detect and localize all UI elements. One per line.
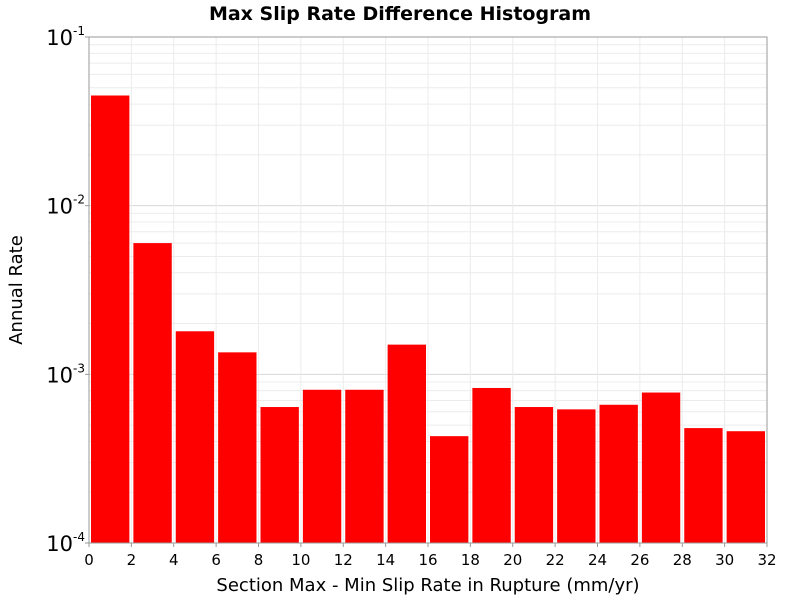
histogram-bar: [684, 428, 723, 543]
histogram-bar: [302, 389, 342, 543]
x-tick-label: 16: [418, 551, 437, 569]
x-tick-label: 0: [84, 551, 94, 569]
histogram-bar: [472, 387, 511, 543]
histogram-bar: [641, 392, 681, 543]
histogram-bar: [91, 95, 130, 543]
x-tick-label: 6: [211, 551, 221, 569]
x-tick-label: 14: [376, 551, 395, 569]
x-tick-label: 24: [588, 551, 607, 569]
histogram-bar: [514, 407, 554, 543]
x-tick-label: 18: [461, 551, 480, 569]
y-tick-label: 10-1: [46, 24, 85, 50]
x-tick-label: 28: [673, 551, 692, 569]
histogram-bar: [218, 352, 257, 543]
x-tick-label: 26: [630, 551, 649, 569]
x-tick-label: 32: [757, 551, 776, 569]
x-tick-label: 20: [503, 551, 522, 569]
x-axis-ticks: 0 2 4 6 8 10 12 14 16 18 20 22 24 26 28 30 32: [84, 543, 777, 569]
histogram-bar: [260, 407, 299, 543]
y-tick-label: 10-4: [46, 530, 85, 556]
histogram-bar: [557, 409, 596, 543]
x-tick-label: 22: [546, 551, 565, 569]
x-tick-label: 30: [715, 551, 734, 569]
x-tick-label: 10: [291, 551, 310, 569]
x-tick-label: 2: [127, 551, 137, 569]
y-axis-ticks: 10-1 10-2 10-3 10-4: [46, 24, 89, 556]
histogram-bar: [133, 243, 172, 544]
y-tick-label: 10-2: [46, 193, 85, 219]
bars: [91, 95, 765, 544]
chart-title: Max Slip Rate Difference Histogram: [209, 3, 591, 25]
histogram-bar: [726, 431, 765, 543]
y-axis-label: Annual Rate: [6, 235, 27, 345]
x-tick-label: 4: [169, 551, 179, 569]
histogram-bar: [345, 389, 384, 543]
histogram-bar: [387, 344, 426, 543]
x-axis-label: Section Max - Min Slip Rate in Rupture (…: [216, 575, 639, 596]
y-tick-label: 10-3: [46, 361, 85, 387]
x-tick-label: 8: [254, 551, 264, 569]
histogram-bar: [175, 331, 215, 543]
histogram-bar: [430, 436, 469, 543]
x-tick-label: 12: [334, 551, 353, 569]
histogram-bar: [599, 404, 638, 543]
